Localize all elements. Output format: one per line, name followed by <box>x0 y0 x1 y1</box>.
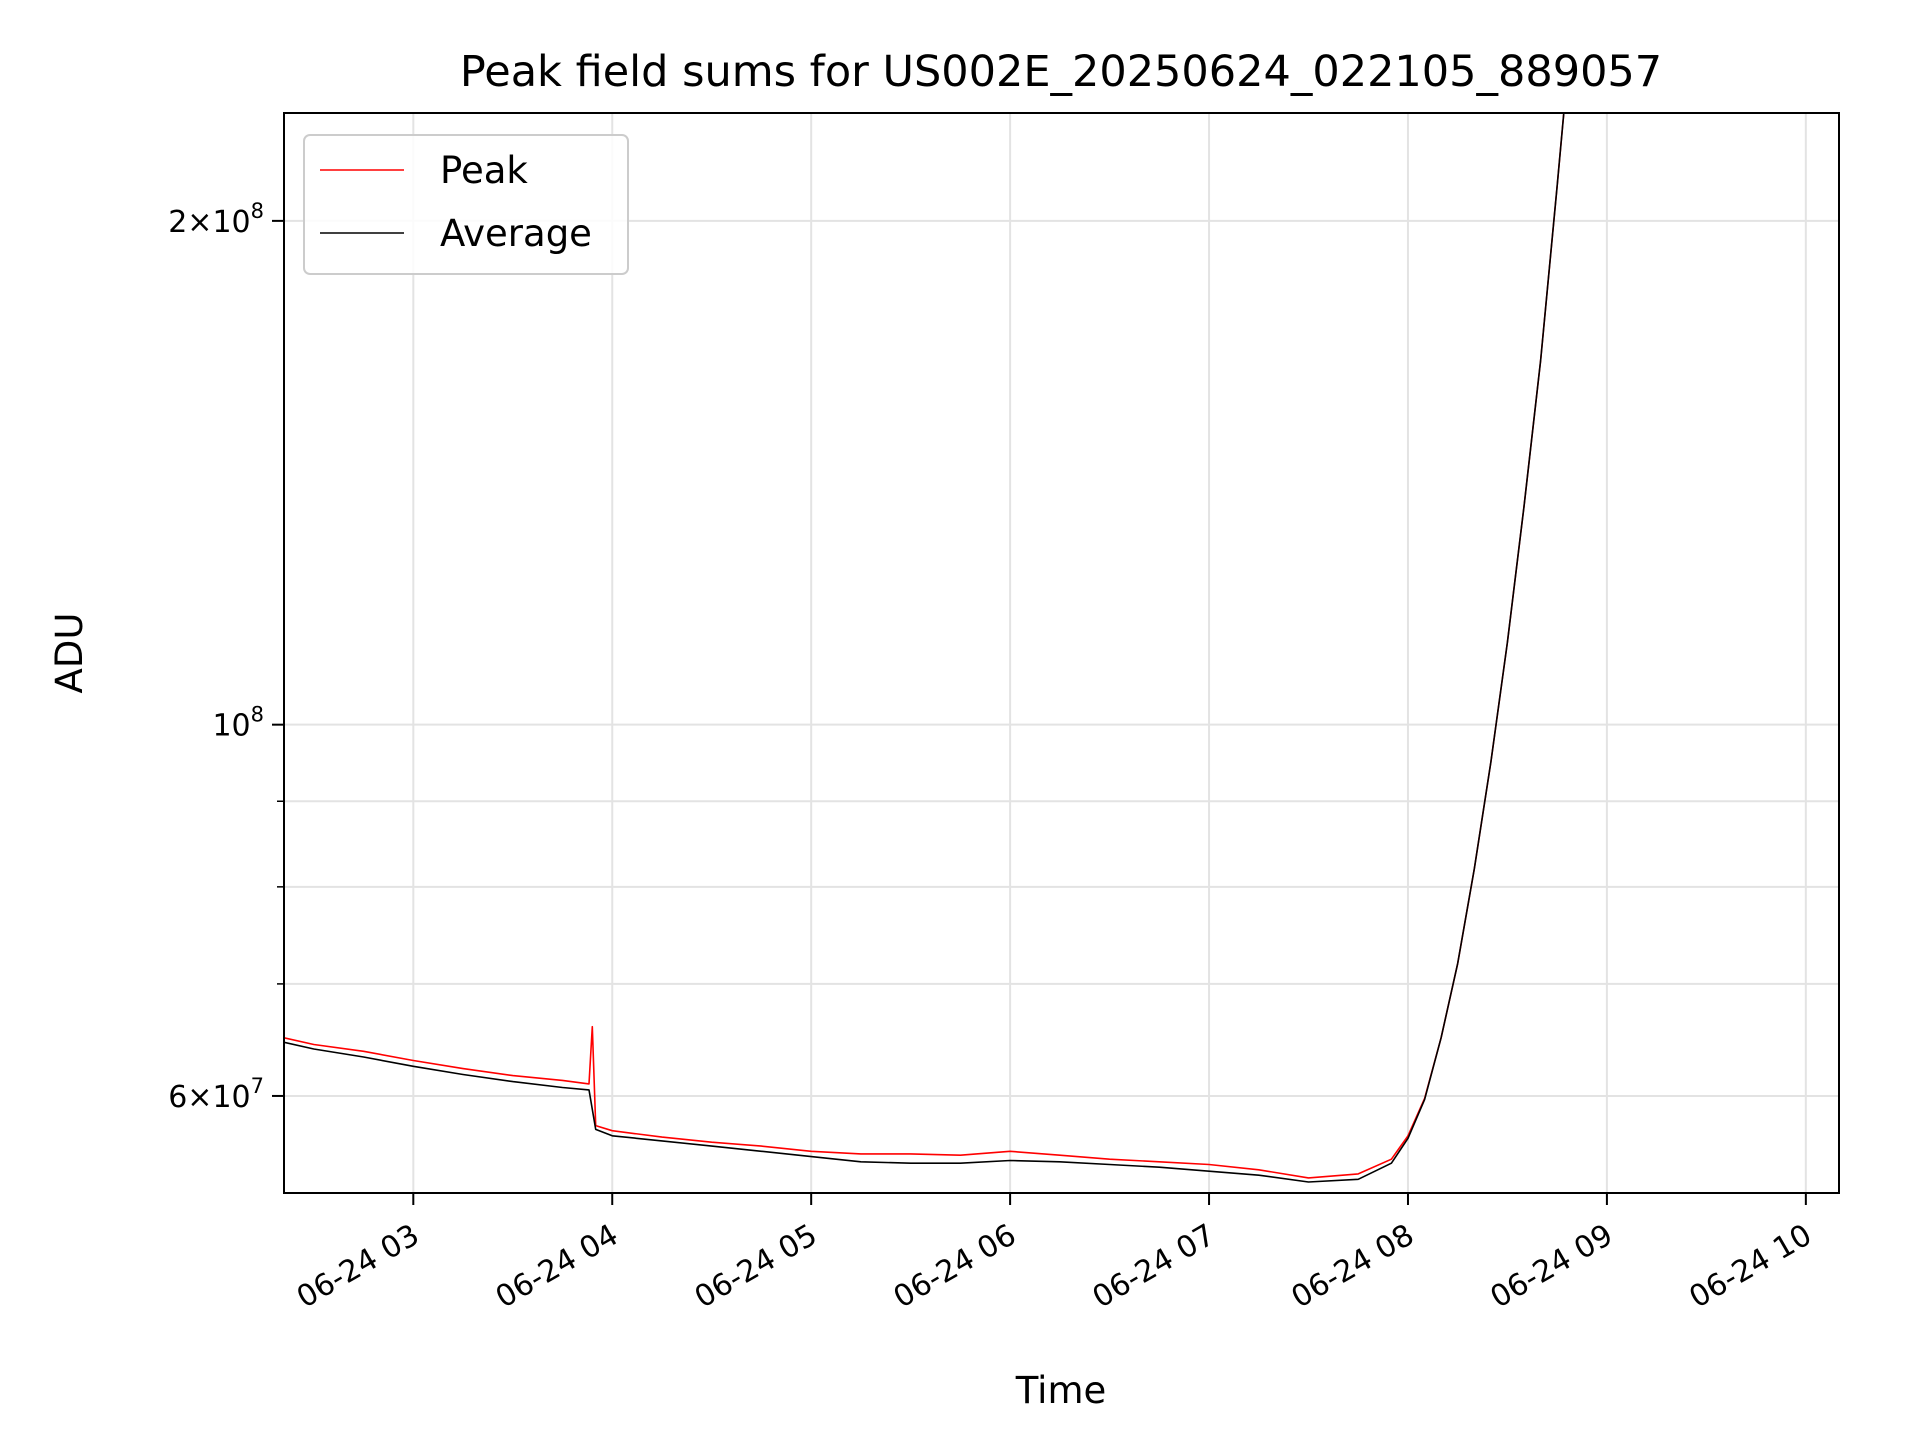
series-line-average <box>284 113 1565 1183</box>
y-tick-mantissa: 6× <box>168 1080 212 1115</box>
y-tick-exponent: 8 <box>251 199 264 223</box>
y-tick-mantissa: 2× <box>168 205 212 240</box>
plot-frame <box>283 112 1840 1194</box>
legend-average-label: Average <box>440 212 592 255</box>
y-tick-base: 10 <box>212 205 250 240</box>
series-lines <box>284 113 1565 1183</box>
y-axis-label: ADU <box>48 613 91 694</box>
chart-title: Peak field sums for US002E_20250624_0221… <box>460 47 1662 97</box>
y-tick-label: 2×108 <box>168 199 264 240</box>
legend-peak-label: Peak <box>440 149 528 192</box>
y-tick-label: 6×107 <box>168 1074 264 1115</box>
y-tick-base: 10 <box>212 1080 250 1115</box>
y-tick-exponent: 8 <box>251 703 264 727</box>
y-tick-exponent: 7 <box>251 1074 264 1098</box>
x-axis-label: Time <box>1015 1369 1107 1412</box>
y-tick-base: 10 <box>212 709 250 744</box>
y-tick-label: 108 <box>212 703 264 744</box>
legend: Peak Average <box>303 134 629 275</box>
